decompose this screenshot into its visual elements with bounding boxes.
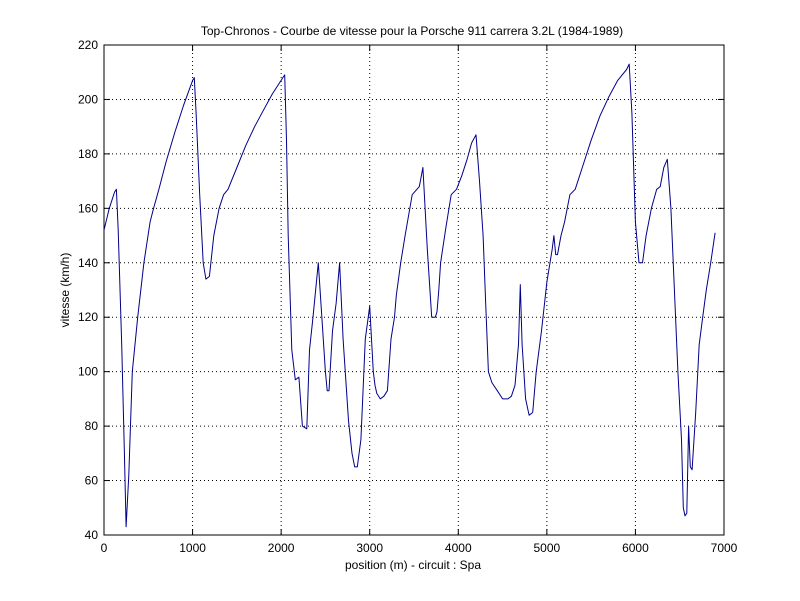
y-tick-label: 60 xyxy=(85,474,99,488)
y-tick-label: 140 xyxy=(78,256,98,270)
y-tick-label: 200 xyxy=(78,92,98,106)
x-tick-label: 4000 xyxy=(445,541,472,555)
y-tick-label: 80 xyxy=(85,419,99,433)
x-tick-label: 2000 xyxy=(268,541,295,555)
series-lines xyxy=(103,63,716,528)
y-tick-label: 160 xyxy=(78,201,98,215)
chart-title: Top-Chronos - Courbe de vitesse pour la … xyxy=(201,24,623,38)
y-tick-label: 120 xyxy=(78,310,98,324)
x-tick-labels: 0 1000 2000 3000 4000 5000 6000 7000 xyxy=(101,541,738,555)
x-tick-label: 5000 xyxy=(534,541,561,555)
x-tick-label: 1000 xyxy=(179,541,206,555)
x-tick-label: 0 xyxy=(101,541,108,555)
speed-series-line xyxy=(103,63,716,528)
x-tick-label: 7000 xyxy=(711,541,738,555)
y-axis-label: vitesse (km/h) xyxy=(58,253,72,328)
grid-lines xyxy=(104,45,724,535)
axes-box xyxy=(103,44,725,536)
x-tick-label: 3000 xyxy=(356,541,383,555)
plot-frame xyxy=(103,44,725,536)
y-tick-labels: 40 60 80 100 120 140 160 180 200 220 xyxy=(78,38,98,542)
y-tick-label: 100 xyxy=(78,365,98,379)
y-tick-label: 180 xyxy=(78,147,98,161)
x-tick-label: 6000 xyxy=(622,541,649,555)
y-tick-label: 220 xyxy=(78,38,98,52)
y-tick-label: 40 xyxy=(85,528,99,542)
x-axis-label: position (m) - circuit : Spa xyxy=(345,558,481,572)
